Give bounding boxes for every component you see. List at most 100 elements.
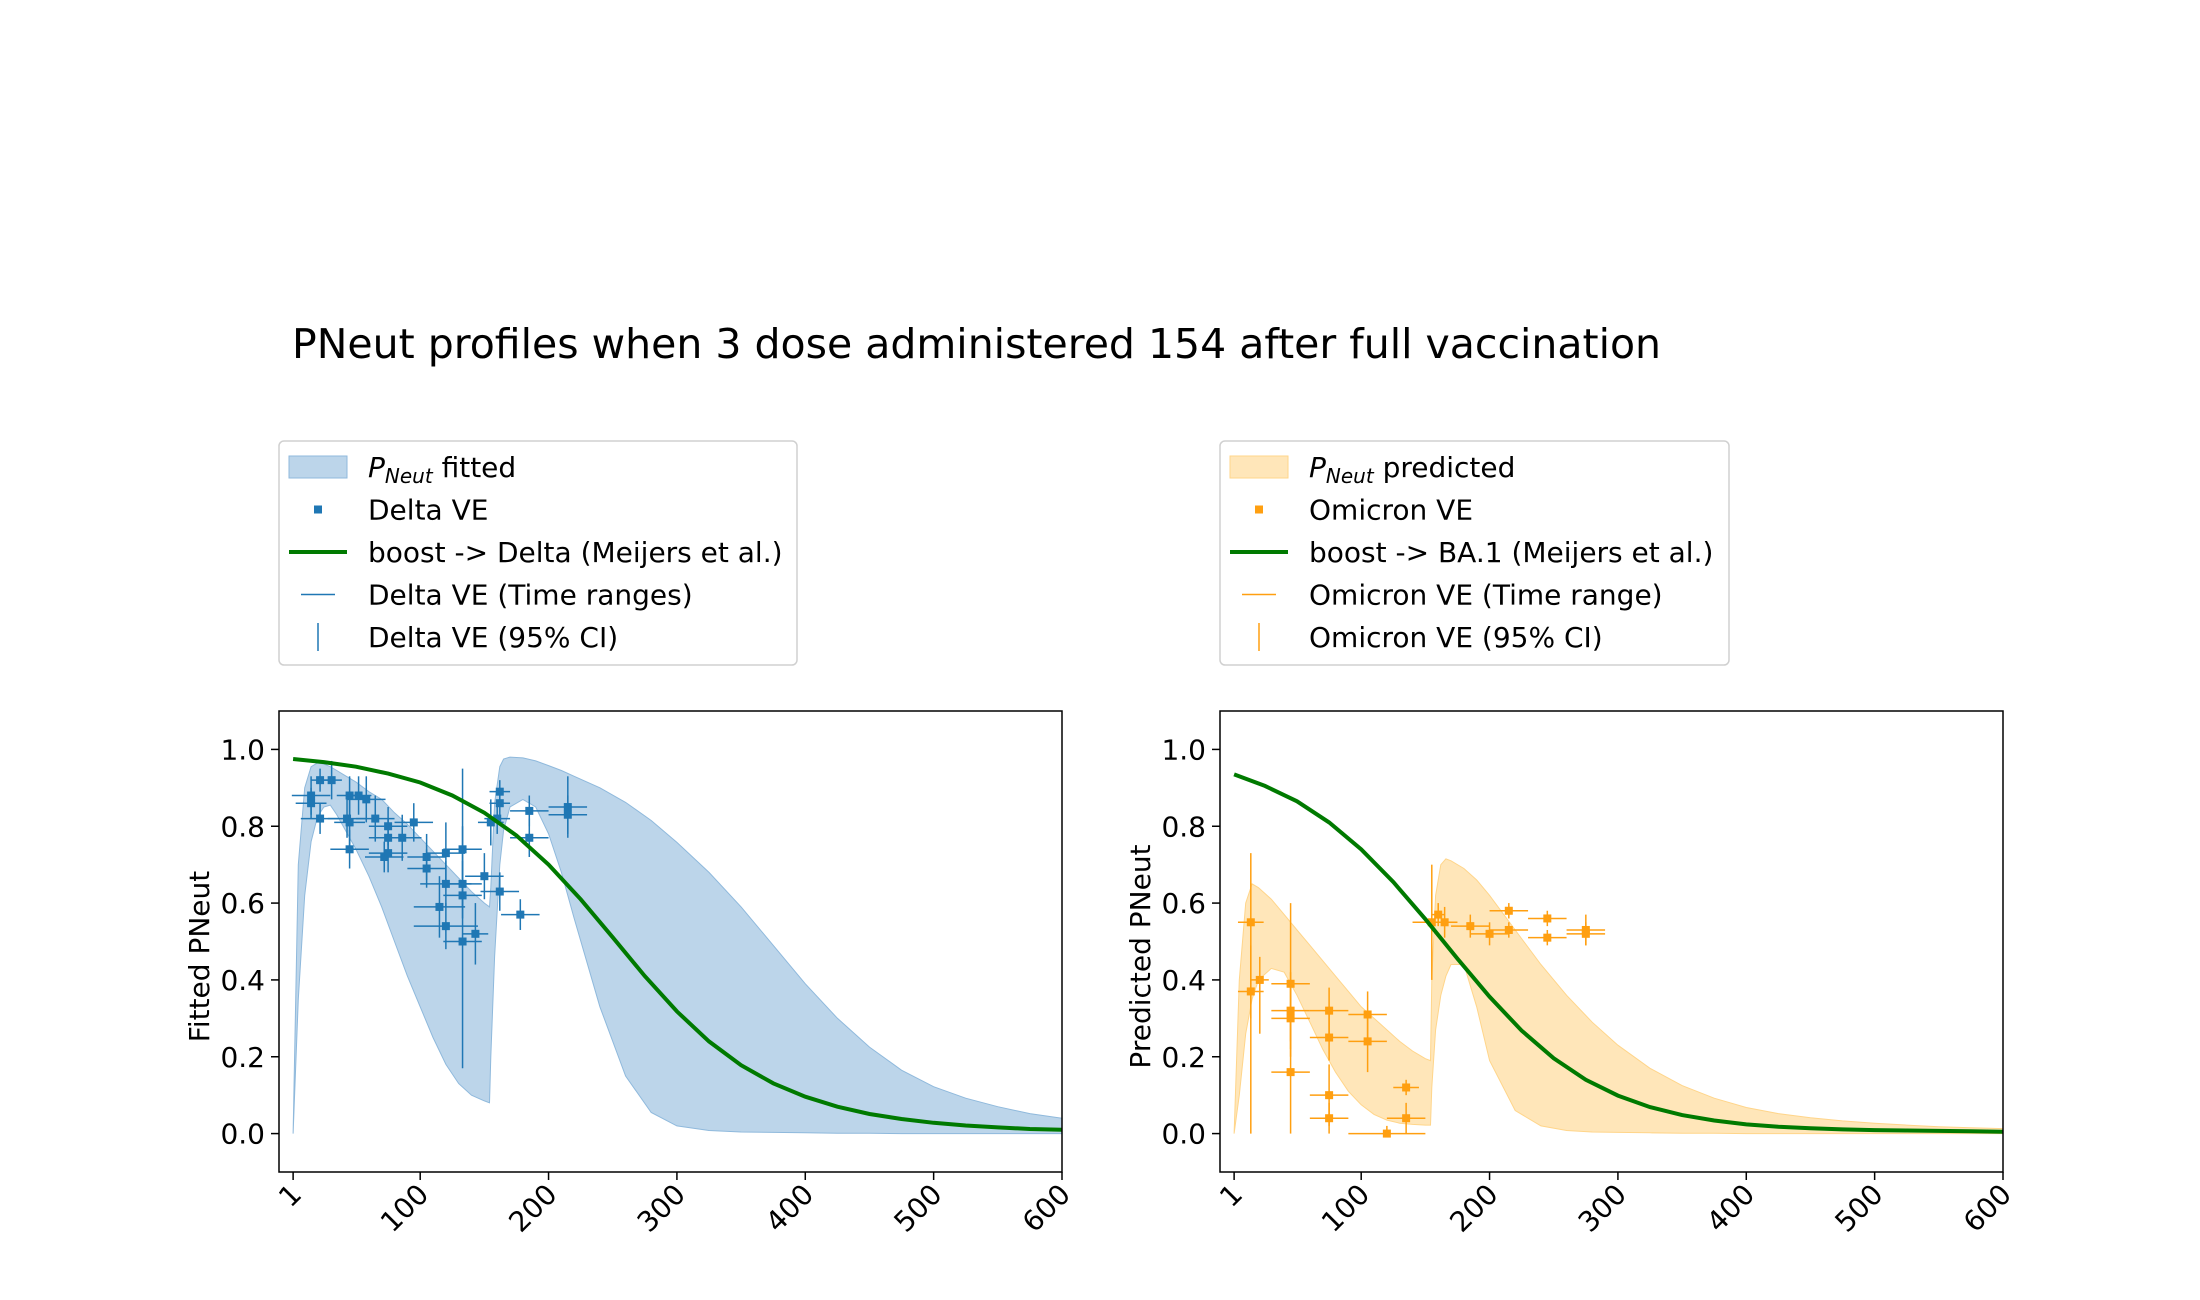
data-point-group xyxy=(330,830,369,869)
x-tick-label: 300 xyxy=(631,1178,692,1239)
legend-frame xyxy=(1219,440,1730,666)
plot-area xyxy=(1233,772,2003,1138)
y-tick-label: 0.2 xyxy=(1161,1041,1206,1074)
data-point-group xyxy=(1528,910,1567,927)
data-point xyxy=(1466,922,1475,931)
data-point-group xyxy=(394,803,434,842)
y-tick-label: 0.2 xyxy=(220,1041,265,1074)
legend-label: Delta VE xyxy=(368,494,488,527)
legend-frame xyxy=(278,440,798,666)
legend-band-swatch xyxy=(1229,455,1289,479)
data-point-group xyxy=(510,818,549,857)
data-point-group xyxy=(1489,922,1529,938)
data-point-group xyxy=(1271,1018,1310,1134)
legend-marker-swatch xyxy=(314,505,322,514)
legend: PNeut predicted Omicron VE boost -> BA.1 (… xyxy=(1219,440,1730,666)
x-tick-label: 300 xyxy=(1572,1178,1633,1239)
data-point-group xyxy=(1348,1125,1426,1138)
data-point-group xyxy=(407,849,446,888)
legend: PNeut fitted Delta VE boost -> Delta (Meij… xyxy=(278,440,798,666)
data-point xyxy=(1246,987,1255,996)
y-tick-label: 1.0 xyxy=(220,733,265,766)
x-tick-label: 200 xyxy=(1443,1178,1504,1239)
data-point-group xyxy=(462,903,489,965)
data-point-group xyxy=(501,899,540,930)
data-point-group xyxy=(1309,1014,1349,1061)
data-point-group xyxy=(1250,956,1269,1034)
data-point xyxy=(345,845,354,854)
y-tick-label: 0.4 xyxy=(1161,964,1206,997)
data-point xyxy=(1434,910,1443,919)
data-point xyxy=(441,849,450,858)
data-point xyxy=(486,818,495,827)
data-point xyxy=(495,887,504,896)
legend-label-prefix: P xyxy=(1309,451,1326,484)
plot-frame xyxy=(278,710,1063,1173)
y-tick-label: 0.0 xyxy=(1161,1118,1206,1151)
legend-label: Delta VE (Time ranges) xyxy=(368,579,693,612)
data-point xyxy=(409,818,418,827)
confidence-band xyxy=(292,756,1062,1135)
data-point-group xyxy=(295,787,327,819)
y-tick-label: 0.4 xyxy=(220,964,265,997)
data-point xyxy=(316,776,325,785)
data-point xyxy=(495,799,504,808)
data-point-group xyxy=(1528,929,1567,946)
data-point xyxy=(1382,1129,1391,1138)
legend-label-subscript: Neut xyxy=(385,464,434,488)
y-axis-label: Predicted PNeut xyxy=(1124,844,1157,1068)
x-tick-label: 600 xyxy=(1016,1178,1077,1239)
data-point xyxy=(1543,933,1552,942)
legend-entry: boost -> BA.1 (Meijers et al.) xyxy=(1230,536,1713,569)
data-point xyxy=(493,814,502,823)
data-point-group xyxy=(1489,903,1529,919)
data-point xyxy=(525,806,534,815)
data-point xyxy=(435,902,444,911)
data-point-group xyxy=(1386,1102,1426,1134)
x-tick-label: 200 xyxy=(502,1178,563,1239)
y-tick-label: 0.6 xyxy=(1161,887,1206,920)
page-title: PNeut profiles when 3 dose administered … xyxy=(292,320,1662,368)
legend-entry: boost -> Delta (Meijers et al.) xyxy=(289,536,783,569)
legend-label: Omicron VE (95% CI) xyxy=(1309,621,1603,654)
y-tick-label: 1.0 xyxy=(1161,733,1206,766)
legend-label-prefix: P xyxy=(368,451,385,484)
data-point-group xyxy=(347,776,386,823)
data-point xyxy=(1440,918,1449,927)
data-point-group xyxy=(1470,922,1509,946)
x-tick-label: 100 xyxy=(1315,1178,1376,1239)
data-point xyxy=(307,799,316,808)
legend-label-text: fitted xyxy=(433,451,517,484)
legend-label: boost -> Delta (Meijers et al.) xyxy=(368,536,783,569)
legend-band-swatch xyxy=(288,455,348,479)
data-point xyxy=(1402,1083,1411,1092)
x-tick-label: 400 xyxy=(759,1178,820,1239)
y-tick-label: 0.6 xyxy=(220,887,265,920)
legend-entry: Delta VE xyxy=(314,494,488,527)
data-point xyxy=(1504,925,1513,934)
data-point xyxy=(1325,1091,1334,1100)
plot-frame xyxy=(1219,710,2004,1173)
data-point xyxy=(441,922,450,931)
data-point xyxy=(525,833,534,842)
data-point xyxy=(516,910,525,919)
data-point xyxy=(327,776,336,785)
data-point-group xyxy=(548,795,588,834)
legend-label: Omicron VE xyxy=(1309,494,1473,527)
legend-marker-swatch xyxy=(1255,505,1263,514)
x-tick-label: 500 xyxy=(887,1178,948,1239)
data-point xyxy=(1402,1114,1411,1123)
data-point-group xyxy=(484,803,511,834)
data-point xyxy=(384,849,393,858)
data-point xyxy=(480,872,489,881)
legend-label: PNeut predicted xyxy=(1309,451,1515,488)
legend-entry: Delta VE (95% CI) xyxy=(317,621,618,654)
legend-entry: Omicron VE (Time range) xyxy=(1242,579,1663,612)
x-tick-label: 100 xyxy=(374,1178,435,1239)
legend-label: boost -> BA.1 (Meijers et al.) xyxy=(1309,536,1713,569)
data-point xyxy=(1504,906,1513,915)
confidence-band xyxy=(1233,858,2003,1135)
data-point-group xyxy=(321,760,342,800)
y-tick-label: 0.8 xyxy=(1161,810,1206,843)
